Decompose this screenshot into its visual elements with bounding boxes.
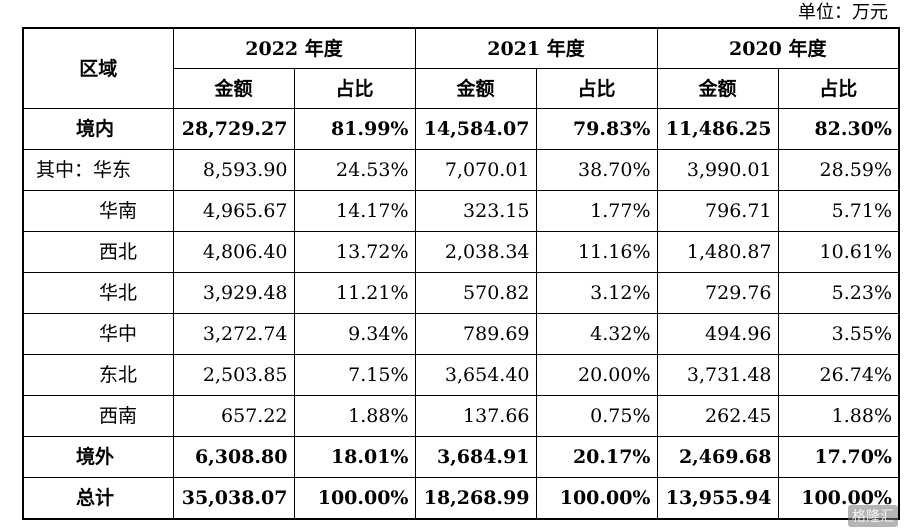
row-region-name: 境外 xyxy=(22,436,174,478)
cell-value: 13,955.94 xyxy=(656,477,779,520)
cell-value: 100.00% xyxy=(293,477,416,520)
cell-value: 5.71% xyxy=(777,190,900,232)
table-row: 其中：华东 8,593.90 24.53% 7,070.01 38.70% 3,… xyxy=(22,149,900,191)
header-amount: 金额 xyxy=(172,68,295,109)
row-region-name: 华北 xyxy=(22,272,174,314)
cell-value: 2,469.68 xyxy=(656,436,779,478)
table-row: 华北 3,929.48 11.21% 570.82 3.12% 729.76 5… xyxy=(22,272,900,314)
table-row: 境内 28,729.27 81.99% 14,584.07 79.83% 11,… xyxy=(22,108,900,150)
cell-value: 1.88% xyxy=(777,395,900,437)
cell-value: 3,654.40 xyxy=(414,354,537,396)
cell-value: 28.59% xyxy=(777,149,900,191)
cell-value: 1.88% xyxy=(293,395,416,437)
cell-value: 17.70% xyxy=(777,436,900,478)
header-amount: 金额 xyxy=(414,68,537,109)
cell-value: 9.34% xyxy=(293,313,416,355)
cell-value: 3.12% xyxy=(535,272,658,314)
cell-value: 81.99% xyxy=(293,108,416,150)
cell-value: 3,990.01 xyxy=(656,149,779,191)
header-region: 区域 xyxy=(22,27,174,109)
row-region-name: 其中：华东 xyxy=(22,149,174,191)
header-ratio: 占比 xyxy=(777,68,900,109)
row-region-name: 华中 xyxy=(22,313,174,355)
cell-value: 4,806.40 xyxy=(172,231,295,273)
region-revenue-table: 区域 2022 年度 2021 年度 2020 年度 金额 占比 金额 占比 金… xyxy=(22,27,900,520)
cell-value: 100.00% xyxy=(535,477,658,520)
table-row: 华中 3,272.74 9.34% 789.69 4.32% 494.96 3.… xyxy=(22,313,900,355)
cell-value: 26.74% xyxy=(777,354,900,396)
cell-value: 82.30% xyxy=(777,108,900,150)
header-ratio: 占比 xyxy=(535,68,658,109)
cell-value: 3,684.91 xyxy=(414,436,537,478)
cell-value: 79.83% xyxy=(535,108,658,150)
cell-value: 137.66 xyxy=(414,395,537,437)
cell-value: 570.82 xyxy=(414,272,537,314)
cell-value: 3,731.48 xyxy=(656,354,779,396)
cell-value: 789.69 xyxy=(414,313,537,355)
cell-value: 5.23% xyxy=(777,272,900,314)
cell-value: 2,503.85 xyxy=(172,354,295,396)
row-region-name: 西南 xyxy=(22,395,174,437)
cell-value: 0.75% xyxy=(535,395,658,437)
cell-value: 3,272.74 xyxy=(172,313,295,355)
cell-value: 494.96 xyxy=(656,313,779,355)
cell-value: 11.21% xyxy=(293,272,416,314)
cell-value: 6,308.80 xyxy=(172,436,295,478)
cell-value: 11,486.25 xyxy=(656,108,779,150)
cell-value: 18.01% xyxy=(293,436,416,478)
cell-value: 7,070.01 xyxy=(414,149,537,191)
header-row-years: 区域 2022 年度 2021 年度 2020 年度 xyxy=(22,27,900,109)
cell-value: 4,965.67 xyxy=(172,190,295,232)
cell-value: 262.45 xyxy=(656,395,779,437)
cell-value: 14.17% xyxy=(293,190,416,232)
cell-value: 24.53% xyxy=(293,149,416,191)
row-region-name: 西北 xyxy=(22,231,174,273)
table-row: 华南 4,965.67 14.17% 323.15 1.77% 796.71 5… xyxy=(22,190,900,232)
unit-label: 单位：万元 xyxy=(798,2,888,23)
table-row: 境外 6,308.80 18.01% 3,684.91 20.17% 2,469… xyxy=(22,436,900,478)
cell-value: 13.72% xyxy=(293,231,416,273)
table-row: 西北 4,806.40 13.72% 2,038.34 11.16% 1,480… xyxy=(22,231,900,273)
row-region-name: 境内 xyxy=(22,108,174,150)
header-row-metrics: 金额 占比 金额 占比 金额 占比 xyxy=(23,68,900,109)
cell-value: 1.77% xyxy=(535,190,658,232)
cell-value: 729.76 xyxy=(656,272,779,314)
cell-value: 796.71 xyxy=(656,190,779,232)
watermark-logo: 格隆汇 xyxy=(848,505,898,527)
row-region-name: 东北 xyxy=(22,354,174,396)
cell-value: 28,729.27 xyxy=(172,108,295,150)
cell-value: 3,929.48 xyxy=(172,272,295,314)
cell-value: 10.61% xyxy=(777,231,900,273)
table-row: 东北 2,503.85 7.15% 3,654.40 20.00% 3,731.… xyxy=(22,354,900,396)
cell-value: 7.15% xyxy=(293,354,416,396)
header-year-2022: 2022 年度 xyxy=(172,27,416,69)
cell-value: 657.22 xyxy=(172,395,295,437)
table-row: 西南 657.22 1.88% 137.66 0.75% 262.45 1.88… xyxy=(22,395,900,437)
cell-value: 38.70% xyxy=(535,149,658,191)
row-region-name: 总计 xyxy=(22,477,174,520)
cell-value: 323.15 xyxy=(414,190,537,232)
row-region-name: 华南 xyxy=(22,190,174,232)
cell-value: 20.00% xyxy=(535,354,658,396)
header-ratio: 占比 xyxy=(293,68,416,109)
cell-value: 8,593.90 xyxy=(172,149,295,191)
cell-value: 2,038.34 xyxy=(414,231,537,273)
cell-value: 35,038.07 xyxy=(172,477,295,520)
cell-value: 14,584.07 xyxy=(414,108,537,150)
header-amount: 金额 xyxy=(656,68,779,109)
cell-value: 20.17% xyxy=(535,436,658,478)
cell-value: 11.16% xyxy=(535,231,658,273)
header-year-2020: 2020 年度 xyxy=(656,27,900,69)
cell-value: 4.32% xyxy=(535,313,658,355)
table-row: 总计 35,038.07 100.00% 18,268.99 100.00% 1… xyxy=(22,477,900,520)
cell-value: 18,268.99 xyxy=(414,477,537,520)
header-year-2021: 2021 年度 xyxy=(414,27,658,69)
cell-value: 1,480.87 xyxy=(656,231,779,273)
cell-value: 3.55% xyxy=(777,313,900,355)
